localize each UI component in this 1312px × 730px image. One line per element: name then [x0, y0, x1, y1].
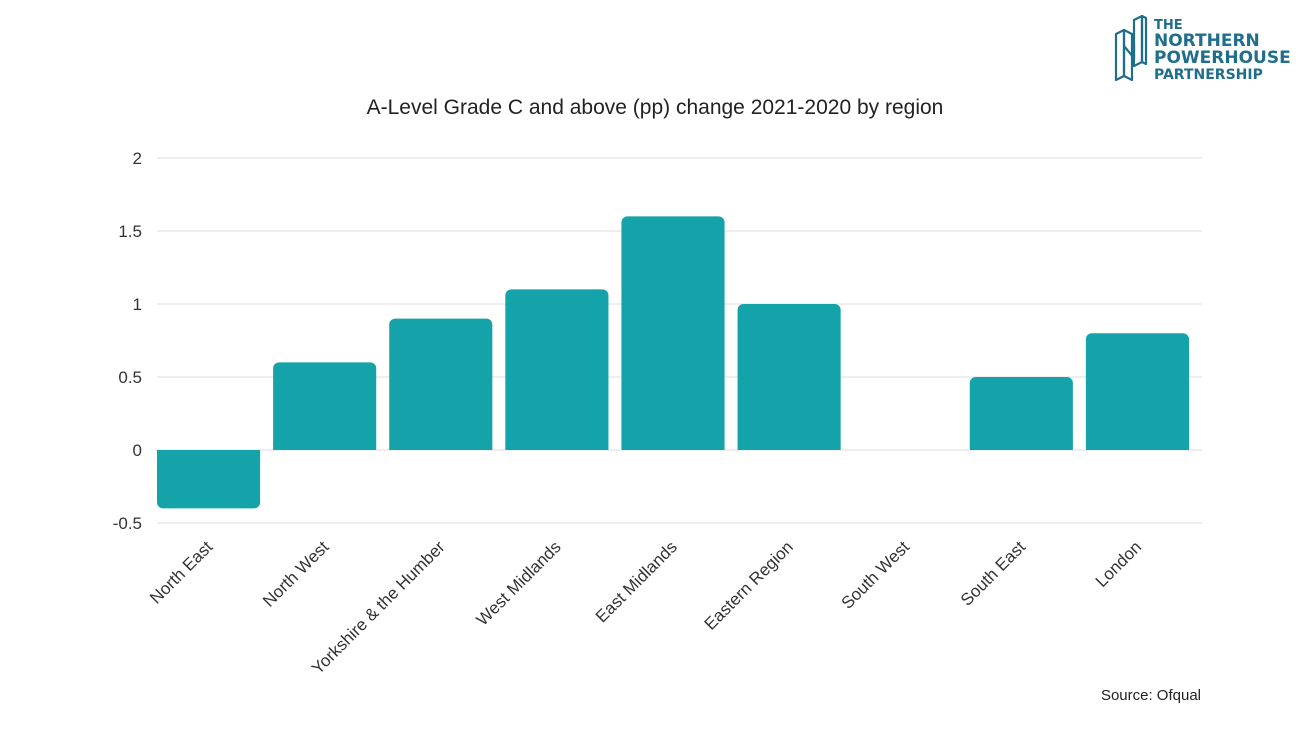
bar-base [969, 444, 1073, 450]
x-category-label: South West [838, 537, 914, 613]
bar-base [157, 450, 261, 456]
logo-line-2: NORTHERN [1154, 31, 1260, 51]
x-category-label: East Midlands [592, 537, 681, 626]
bar-base [737, 444, 841, 450]
logo-mark-icon [1114, 14, 1148, 82]
bar [621, 216, 725, 450]
bars [157, 216, 1189, 509]
y-tick-label: 0 [133, 441, 142, 460]
bar [969, 377, 1073, 450]
logo-line-4: PARTNERSHIP [1154, 67, 1263, 83]
bar [505, 289, 609, 450]
x-category-label: Eastern Region [701, 537, 797, 633]
y-tick-label: 1 [133, 295, 142, 314]
bar-base [621, 444, 725, 450]
bar [273, 362, 377, 450]
x-category-label: London [1092, 537, 1146, 591]
bar [737, 304, 841, 450]
northern-powerhouse-logo: THE NORTHERN POWERHOUSE PARTNERSHIP [1114, 14, 1291, 83]
y-tick-label: -0.5 [113, 514, 142, 533]
bar-base [273, 444, 377, 450]
x-category-label: West Midlands [473, 537, 565, 629]
y-tick-label: 0.5 [118, 368, 142, 387]
source-note: Source: Ofqual [1101, 687, 1201, 704]
y-axis-ticks: -0.5 0 0.5 1 1.5 2 [113, 149, 142, 533]
bar-base [389, 444, 493, 450]
x-category-label: Yorkshire & the Humber [308, 537, 449, 678]
bar-base [505, 444, 609, 450]
bar [1085, 333, 1189, 450]
x-category-label: North East [146, 537, 216, 607]
logo-line-1: THE [1154, 18, 1183, 33]
chart-title: A-Level Grade C and above (pp) change 20… [367, 96, 944, 119]
x-category-label: South East [957, 537, 1029, 609]
logo-line-3: POWERHOUSE [1154, 48, 1291, 68]
y-tick-label: 1.5 [118, 222, 142, 241]
bar [389, 318, 493, 450]
y-tick-label: 2 [133, 149, 142, 168]
x-category-label: North West [259, 537, 333, 611]
bar [157, 450, 261, 509]
bar-base [1085, 444, 1189, 450]
